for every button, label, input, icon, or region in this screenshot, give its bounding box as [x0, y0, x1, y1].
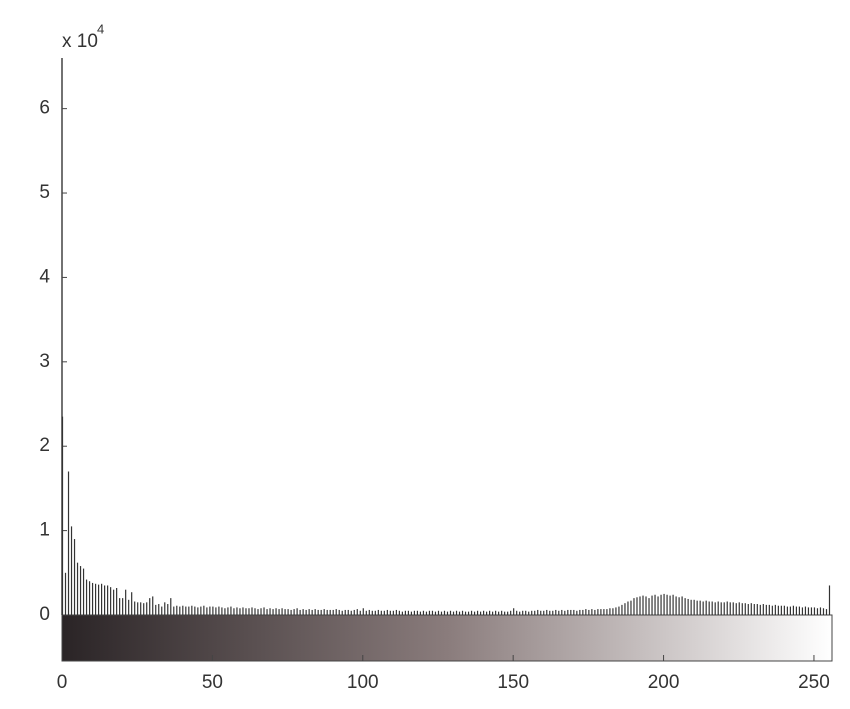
x-tick-label: 200 [648, 672, 680, 693]
x-tick-label: 50 [202, 672, 223, 693]
x-tick-label: 100 [347, 672, 379, 693]
y-tick-label: 1 [39, 520, 50, 541]
colorbar [62, 615, 832, 661]
x-tick-label: 250 [798, 672, 830, 693]
y-tick-label: 3 [39, 351, 50, 372]
y-tick-label: 4 [39, 266, 50, 287]
x-tick-label: 150 [497, 672, 529, 693]
x-tick-label: 0 [57, 672, 68, 693]
y-tick-label: 5 [39, 182, 50, 203]
y-tick-label: 0 [39, 604, 50, 625]
y-tick-label: 6 [39, 98, 50, 119]
y-multiplier: x 10 [62, 31, 98, 52]
y-tick-label: 2 [39, 435, 50, 456]
y-exponent: 4 [97, 21, 104, 36]
